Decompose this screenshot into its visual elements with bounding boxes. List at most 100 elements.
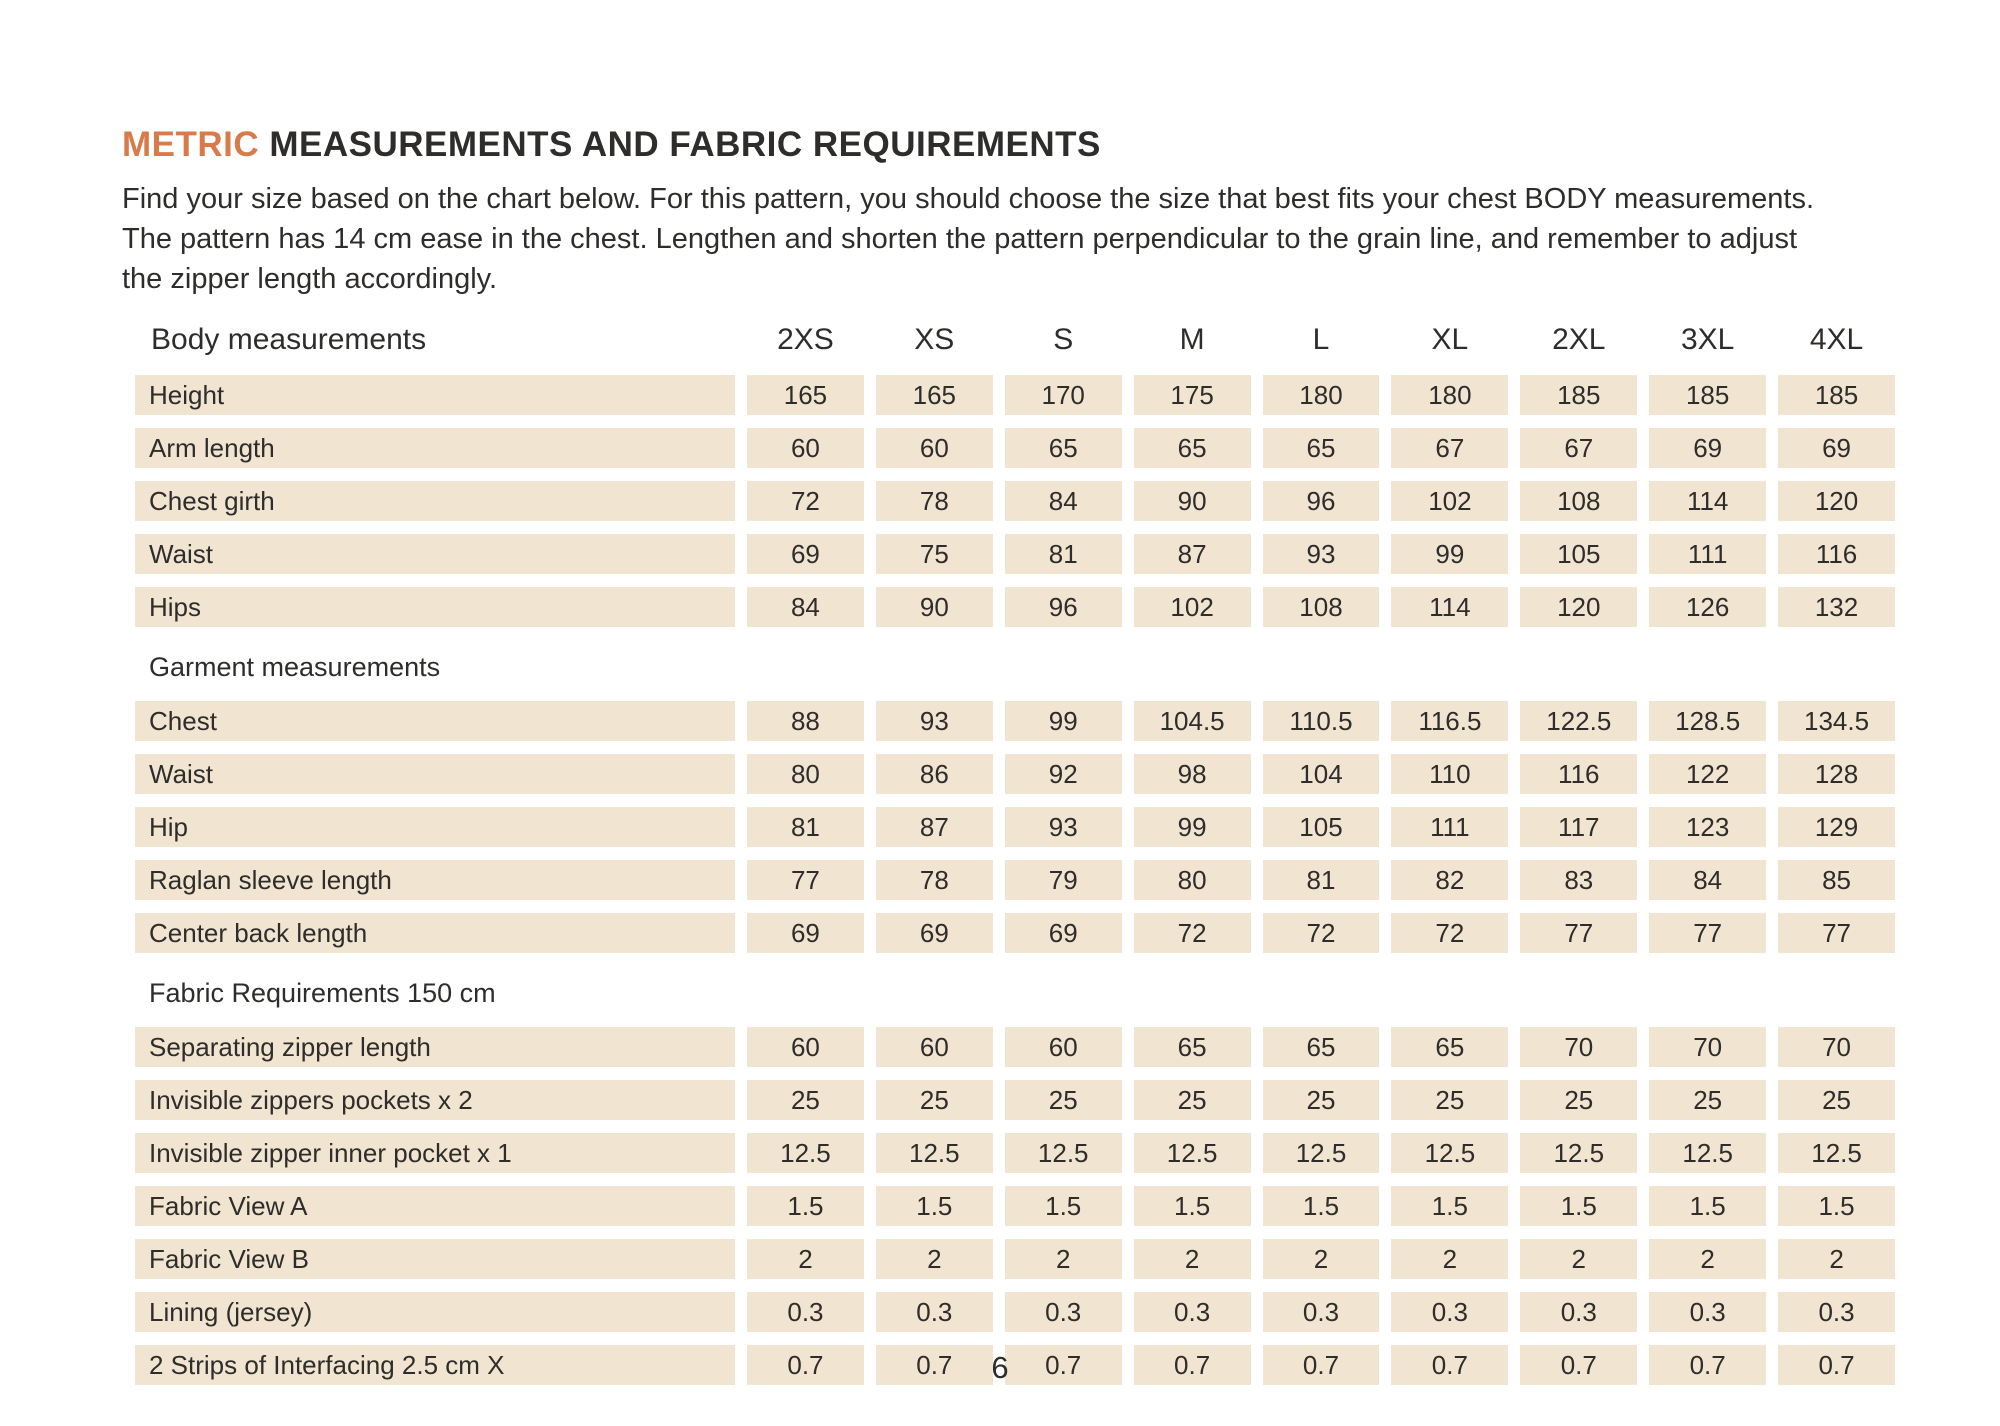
value-cell: 2 <box>747 1239 864 1279</box>
value-cell: 93 <box>875 701 993 741</box>
value-cell: 65 <box>1262 428 1380 468</box>
table-body: Height 165 165 170 175 180 180 185 185 185 Arm len… <box>135 375 1895 1385</box>
value-cell: 1.5 <box>1391 1186 1509 1226</box>
value-cell: 1.5 <box>1520 1186 1638 1226</box>
value-cell: 2 <box>1133 1239 1251 1279</box>
value-cell: 105 <box>1262 807 1380 847</box>
value-cell: 0.7 <box>875 1345 993 1385</box>
row-label-cell: Height <box>135 375 735 415</box>
value-cell: 1.5 <box>1004 1186 1122 1226</box>
value-cell: 116 <box>1520 754 1638 794</box>
value-cell: 77 <box>1778 913 1895 953</box>
value-cell: 77 <box>1649 913 1767 953</box>
measurements-table: Body measurements 2XS XS S M L XL 2XL 3XL 4XL He… <box>135 323 1895 1385</box>
value-cell: 12.5 <box>1649 1133 1767 1173</box>
value-cell: 175 <box>1133 375 1251 415</box>
value-cell: 72 <box>1133 913 1251 953</box>
value-cell: 102 <box>1133 587 1251 627</box>
value-cell: 110.5 <box>1262 701 1380 741</box>
value-cell: 123 <box>1649 807 1767 847</box>
value-cell: 0.7 <box>1649 1345 1767 1385</box>
value-cell: 84 <box>1004 481 1122 521</box>
value-cell: 70 <box>1649 1027 1767 1067</box>
value-cell: 92 <box>1004 754 1122 794</box>
value-cell: 0.3 <box>1004 1292 1122 1332</box>
table-row: Chest 88 93 99 104.5 110.5 116.5 122.5 128.5 134.… <box>135 701 1895 741</box>
value-cell: 0.7 <box>747 1345 864 1385</box>
row-label-cell: Invisible zippers pockets x 2 <box>135 1080 735 1120</box>
value-cell: 65 <box>1262 1027 1380 1067</box>
value-cell: 117 <box>1520 807 1638 847</box>
value-cell: 105 <box>1520 534 1638 574</box>
value-cell: 180 <box>1391 375 1509 415</box>
table-row: Invisible zipper inner pocket x 1 12.5 12.… <box>135 1133 1895 1173</box>
value-cell: 88 <box>747 701 864 741</box>
table-row: Hips 84 90 96 102 108 114 120 126 132 <box>135 587 1895 627</box>
value-cell: 69 <box>875 913 993 953</box>
value-cell: 12.5 <box>1133 1133 1251 1173</box>
section-heading: Garment measurements <box>149 652 441 682</box>
value-cell: 69 <box>1778 428 1895 468</box>
size-column-header: 2XS <box>777 323 834 356</box>
table-row: Center back length 69 69 69 72 72 72 77 77 77 <box>135 913 1895 953</box>
value-cell: 90 <box>1133 481 1251 521</box>
value-cell: 104 <box>1262 754 1380 794</box>
value-cell: 12.5 <box>1004 1133 1122 1173</box>
value-cell: 72 <box>747 481 864 521</box>
size-column-header: S <box>1053 323 1074 356</box>
value-cell: 0.7 <box>1262 1345 1380 1385</box>
value-cell: 99 <box>1133 807 1251 847</box>
value-cell: 1.5 <box>1649 1186 1767 1226</box>
value-cell: 108 <box>1520 481 1638 521</box>
table-row: Fabric View A 1.5 1.5 1.5 1.5 1.5 1.5 1.5 1.5 1.5 <box>135 1186 1895 1226</box>
value-cell: 25 <box>1262 1080 1380 1120</box>
value-cell: 78 <box>875 860 993 900</box>
value-cell: 65 <box>1133 428 1251 468</box>
value-cell: 0.3 <box>1133 1292 1251 1332</box>
value-cell: 180 <box>1262 375 1380 415</box>
value-cell: 104.5 <box>1133 701 1251 741</box>
value-cell: 96 <box>1262 481 1380 521</box>
size-column-header: 4XL <box>1809 323 1864 356</box>
size-column-header: 3XL <box>1680 323 1735 356</box>
value-cell: 25 <box>1391 1080 1509 1120</box>
value-cell: 2 <box>1004 1239 1122 1279</box>
value-cell: 1.5 <box>1262 1186 1380 1226</box>
value-cell: 1.5 <box>1778 1186 1895 1226</box>
value-cell: 25 <box>1004 1080 1122 1120</box>
value-cell: 111 <box>1391 807 1509 847</box>
row-label-cell: Invisible zipper inner pocket x 1 <box>135 1133 735 1173</box>
row-label-cell: Chest girth <box>135 481 735 521</box>
value-cell: 165 <box>747 375 864 415</box>
value-cell: 84 <box>1649 860 1767 900</box>
value-cell: 0.3 <box>875 1292 993 1332</box>
value-cell: 67 <box>1520 428 1638 468</box>
value-cell: 111 <box>1649 534 1767 574</box>
intro-paragraph: Find your size based on the chart below.… <box>122 183 1815 295</box>
column-header-label: Body measurements <box>151 323 427 356</box>
value-cell: 128 <box>1778 754 1895 794</box>
value-cell: 98 <box>1133 754 1251 794</box>
document-page: METRIC MEASUREMENTS AND FABRIC REQUIREME… <box>122 125 1895 1385</box>
table-row: Hip 81 87 93 99 105 111 117 123 129 <box>135 807 1895 847</box>
value-cell: 65 <box>1004 428 1122 468</box>
value-cell: 0.3 <box>747 1292 864 1332</box>
value-cell: 81 <box>1262 860 1380 900</box>
table-row: Raglan sleeve length 77 78 79 80 81 82 83 84 85 <box>135 860 1895 900</box>
row-label-cell: Waist <box>135 754 735 794</box>
table-row: 2 Strips of Interfacing 2.5 cm X 0.7 0.7 0.… <box>135 1345 1895 1385</box>
value-cell: 0.7 <box>1133 1345 1251 1385</box>
row-label-cell: Hips <box>135 587 735 627</box>
value-cell: 72 <box>1391 913 1509 953</box>
value-cell: 65 <box>1133 1027 1251 1067</box>
value-cell: 114 <box>1391 587 1509 627</box>
value-cell: 0.7 <box>1004 1345 1122 1385</box>
value-cell: 185 <box>1520 375 1638 415</box>
value-cell: 99 <box>1391 534 1509 574</box>
value-cell: 134.5 <box>1778 701 1895 741</box>
value-cell: 70 <box>1778 1027 1895 1067</box>
page-number: 6 <box>991 1350 1009 1385</box>
row-label-cell: Lining (jersey) <box>135 1292 735 1332</box>
value-cell: 2 <box>1649 1239 1767 1279</box>
row-label-cell: Arm length <box>135 428 735 468</box>
